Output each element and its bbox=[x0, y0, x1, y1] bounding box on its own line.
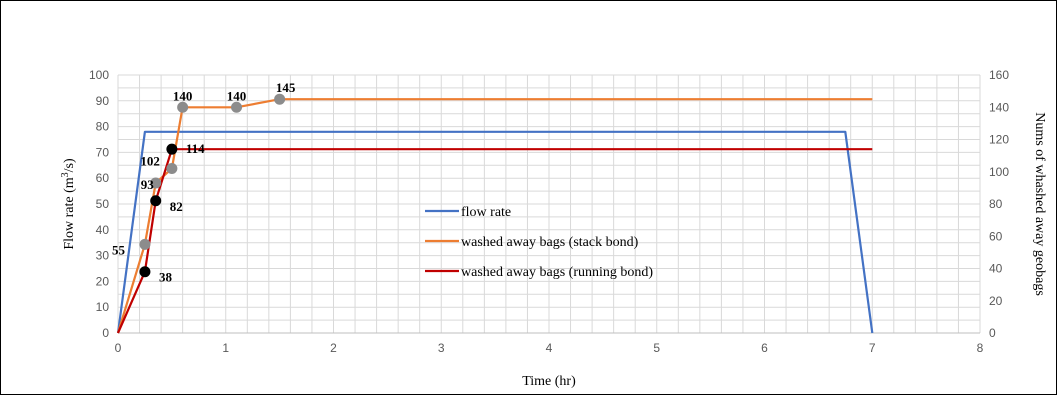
x-tick-label: 6 bbox=[761, 341, 768, 355]
x-tick-label: 0 bbox=[115, 341, 122, 355]
y-tick-label: 90 bbox=[96, 94, 110, 108]
y2-tick-label: 60 bbox=[989, 229, 1003, 243]
data-label-1: 145 bbox=[276, 80, 296, 95]
data-label-1: 140 bbox=[227, 88, 247, 103]
y2-tick-label: 80 bbox=[989, 197, 1003, 211]
x-tick-label: 2 bbox=[330, 341, 337, 355]
data-label-2: 38 bbox=[159, 270, 173, 285]
y2-tick-label: 160 bbox=[989, 68, 1009, 82]
y2-tick-label: 40 bbox=[989, 262, 1003, 276]
y2-tick-label: 140 bbox=[989, 100, 1009, 114]
y2-tick-label: 100 bbox=[989, 165, 1009, 179]
y-tick-label: 10 bbox=[96, 300, 110, 314]
y-tick-label: 30 bbox=[96, 249, 110, 263]
series-marker-1 bbox=[231, 101, 243, 113]
y-tick-label: 100 bbox=[89, 68, 109, 82]
y-tick-label: 0 bbox=[102, 326, 109, 340]
x-tick-label: 4 bbox=[546, 341, 553, 355]
data-label-2: 82 bbox=[170, 199, 183, 214]
y-tick-label: 60 bbox=[96, 171, 110, 185]
legend-label-0: flow rate bbox=[461, 205, 511, 220]
legend-label-2: washed away bags (running bond) bbox=[461, 265, 653, 280]
data-label-1: 102 bbox=[140, 154, 160, 169]
data-label-1: 55 bbox=[112, 242, 126, 257]
y-tick-label: 40 bbox=[96, 223, 110, 237]
series-marker-2 bbox=[150, 195, 162, 207]
x-tick-label: 5 bbox=[653, 341, 660, 355]
y2-tick-label: 20 bbox=[989, 294, 1003, 308]
data-label-2: 114 bbox=[186, 141, 205, 156]
x-axis-label: Time (hr) bbox=[522, 374, 576, 389]
y-tick-label: 80 bbox=[96, 120, 110, 134]
x-tick-label: 7 bbox=[869, 341, 876, 355]
series-line-0 bbox=[116, 130, 874, 334]
x-tick-label: 1 bbox=[222, 341, 229, 355]
y2-tick-label: 0 bbox=[989, 326, 996, 340]
y-axis-label: Flow rate (m3/s) bbox=[60, 158, 78, 250]
y2-tick-label: 120 bbox=[989, 133, 1009, 147]
x-tick-label: 3 bbox=[438, 341, 445, 355]
series-marker-2 bbox=[139, 266, 151, 278]
series-marker-2 bbox=[166, 143, 178, 155]
data-label-1: 140 bbox=[173, 88, 193, 103]
series-marker-1 bbox=[274, 93, 286, 105]
series-marker-1 bbox=[139, 238, 151, 250]
legend-label-1: washed away bags (stack bond) bbox=[461, 235, 639, 250]
series-marker-1 bbox=[150, 177, 162, 189]
series-marker-1 bbox=[166, 163, 178, 175]
data-label-1: 93 bbox=[141, 177, 155, 192]
y-tick-label: 70 bbox=[96, 145, 110, 159]
y-tick-label: 50 bbox=[96, 197, 110, 211]
y2-axis-label: Nums of whashed away geobags bbox=[1032, 112, 1047, 296]
x-tick-label: 8 bbox=[977, 341, 984, 355]
y-tick-label: 20 bbox=[96, 274, 110, 288]
series-line-1 bbox=[116, 98, 873, 334]
series-marker-1 bbox=[177, 101, 189, 113]
